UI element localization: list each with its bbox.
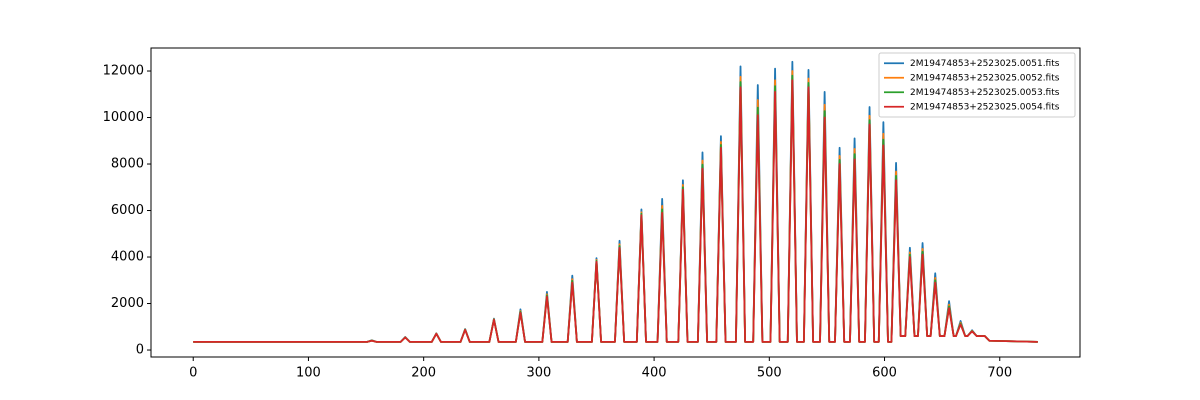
x-tick-label: 500 <box>757 366 782 381</box>
y-tick-label: 12000 <box>103 64 144 79</box>
legend-label: 2M19474853+2523025.0051.fits <box>910 59 1060 69</box>
legend-label: 2M19474853+2523025.0053.fits <box>910 88 1060 98</box>
x-tick-label: 700 <box>987 366 1012 381</box>
legend-label: 2M19474853+2523025.0054.fits <box>910 102 1060 112</box>
y-tick-label: 6000 <box>111 203 144 218</box>
x-tick-label: 0 <box>189 366 197 381</box>
legend: 2M19474853+2523025.0051.fits 2M19474853+2… <box>878 52 1076 118</box>
x-tick-label: 600 <box>872 366 897 381</box>
x-tick-label: 200 <box>411 366 436 381</box>
y-tick-label: 2000 <box>111 296 144 311</box>
x-tick-label: 100 <box>296 366 321 381</box>
y-tick-label: 0 <box>136 343 144 358</box>
y-tick-label: 4000 <box>111 250 144 265</box>
legend-box <box>878 52 1076 118</box>
legend-label: 2M19474853+2523025.0052.fits <box>910 73 1060 83</box>
y-tick-label: 8000 <box>111 157 144 172</box>
y-tick-label: 10000 <box>103 110 144 125</box>
x-tick-label: 400 <box>642 366 667 381</box>
x-tick-label: 300 <box>526 366 551 381</box>
plot-frame <box>150 47 1081 358</box>
series-line <box>193 79 1038 343</box>
